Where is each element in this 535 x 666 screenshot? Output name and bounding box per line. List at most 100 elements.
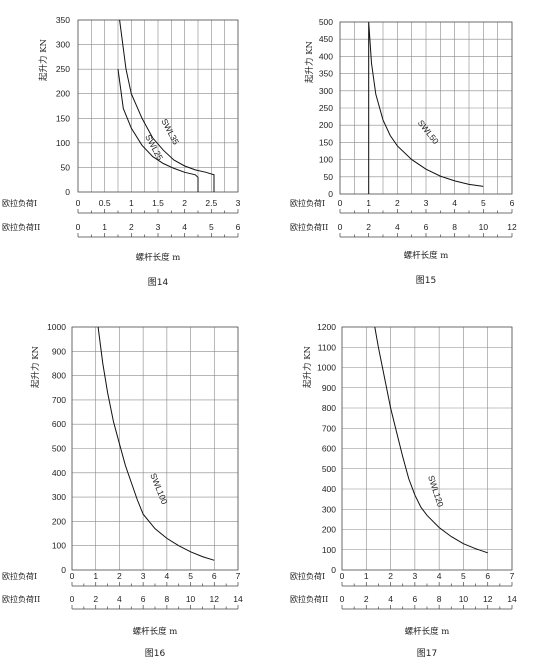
y-tick-label: 1000 bbox=[317, 363, 336, 373]
euler-axis-label: 欧拉负荷I bbox=[2, 571, 37, 581]
series-label: SWL120 bbox=[426, 474, 446, 508]
y-tick-label: 250 bbox=[319, 103, 333, 113]
y-tick-label: 400 bbox=[322, 484, 336, 494]
chart-panel-17: 0100200300400500600700800900100011001200… bbox=[290, 322, 517, 659]
y-axis-title: 起升力 KN bbox=[30, 345, 41, 388]
y-tick-label: 0 bbox=[61, 565, 66, 575]
y-tick-label: 50 bbox=[61, 162, 71, 172]
y-tick-label: 500 bbox=[322, 464, 336, 474]
series-label: SWL25 bbox=[143, 133, 165, 163]
y-tick-label: 350 bbox=[319, 69, 333, 79]
series-label: SWL50 bbox=[416, 118, 441, 146]
axis-tick-label: 2 bbox=[117, 571, 122, 581]
axis-tick-label: 14 bbox=[507, 594, 517, 604]
axis-tick-label: 1 bbox=[129, 198, 134, 208]
axis-tick-label: 1.5 bbox=[152, 198, 164, 208]
axis-tick-label: 5 bbox=[209, 222, 214, 232]
plot-frame bbox=[341, 326, 513, 571]
axis-tick-label: 3 bbox=[156, 222, 161, 232]
y-tick-label: 150 bbox=[56, 113, 70, 123]
axis-tick-label: 3 bbox=[412, 571, 417, 581]
y-tick-label: 500 bbox=[52, 444, 66, 454]
plot-grid bbox=[339, 21, 513, 195]
axis-tick-label: 7 bbox=[510, 571, 515, 581]
axis-tick-label: 2 bbox=[182, 198, 187, 208]
axis-tick-label: 6 bbox=[236, 222, 241, 232]
y-tick-label: 400 bbox=[52, 468, 66, 478]
axis-tick-label: 0 bbox=[338, 222, 343, 232]
axis-tick-label: 12 bbox=[483, 594, 493, 604]
axis-tick-label: 5 bbox=[188, 571, 193, 581]
axis-tick-label: 1 bbox=[102, 222, 107, 232]
axis-tick-label: 0 bbox=[70, 571, 75, 581]
axis-tick-label: 1 bbox=[93, 571, 98, 581]
axis-tick-label: 5 bbox=[481, 198, 486, 208]
axis-tick-label: 8 bbox=[452, 222, 457, 232]
euler-axis-2: 欧拉负荷II 0 2 4 6 8 10 12 bbox=[290, 222, 517, 238]
y-tick-label: 250 bbox=[56, 64, 70, 74]
figure-caption: 图17 bbox=[417, 648, 437, 659]
axis-tick-label: 2 bbox=[364, 594, 369, 604]
euler-axis-label: 欧拉负荷I bbox=[290, 198, 325, 208]
axis-tick-label: 3 bbox=[141, 571, 146, 581]
y-tick-label: 100 bbox=[52, 541, 66, 551]
y-tick-label: 450 bbox=[319, 34, 333, 44]
axis-tick-label: 2 bbox=[129, 222, 134, 232]
y-tick-label: 300 bbox=[56, 40, 70, 50]
x-axis-title: 螺杆长度 m bbox=[404, 250, 449, 261]
y-tick-label: 1100 bbox=[318, 342, 337, 352]
y-tick-label: 800 bbox=[52, 371, 66, 381]
y-tick-label: 300 bbox=[52, 492, 66, 502]
axis-tick-label: 10 bbox=[479, 222, 489, 232]
series-line-swl25 bbox=[117, 69, 199, 192]
y-axis-title: 起升力 KN bbox=[302, 345, 313, 388]
plot-grid bbox=[71, 326, 239, 571]
axis-tick-label: 4 bbox=[452, 198, 457, 208]
y-tick-label: 500 bbox=[319, 17, 333, 27]
y-tick-label: 50 bbox=[324, 172, 334, 182]
axis-tick-label: 12 bbox=[210, 594, 220, 604]
axis-tick-label: 6 bbox=[510, 198, 515, 208]
euler-axis-label: 欧拉负荷I bbox=[290, 571, 325, 581]
axis-tick-label: 10 bbox=[186, 594, 196, 604]
axis-tick-label: 4 bbox=[388, 594, 393, 604]
axis-tick-label: 4 bbox=[395, 222, 400, 232]
plot-grid bbox=[341, 326, 513, 571]
axis-tick-label: 4 bbox=[437, 571, 442, 581]
euler-axis-1: 欧拉负荷I 0 0.5 1 1.5 2 2.5 3 bbox=[2, 198, 241, 214]
euler-axis-1: 欧拉负荷I 0 1 2 3 4 5 6 7 bbox=[290, 571, 515, 587]
series-line-swl50 bbox=[368, 21, 484, 194]
axis-tick-label: 12 bbox=[507, 222, 517, 232]
x-axis-title: 螺杆长度 m bbox=[405, 626, 450, 637]
x-axis-title: 螺杆长度 m bbox=[136, 252, 181, 263]
axis-tick-label: 0 bbox=[340, 594, 345, 604]
y-tick-label: 150 bbox=[319, 137, 333, 147]
axis-tick-label: 4 bbox=[164, 571, 169, 581]
plot-frame bbox=[339, 21, 513, 195]
plot-grid bbox=[77, 19, 239, 193]
axis-tick-label: 3 bbox=[236, 198, 241, 208]
axis-tick-label: 2.5 bbox=[205, 198, 217, 208]
y-tick-label: 900 bbox=[322, 383, 336, 393]
euler-axis-label: 欧拉负荷II bbox=[290, 222, 328, 232]
y-tick-label: 600 bbox=[52, 419, 66, 429]
axis-tick-label: 6 bbox=[141, 594, 146, 604]
axis-tick-label: 0 bbox=[70, 594, 75, 604]
axis-tick-label: 6 bbox=[412, 594, 417, 604]
y-axis-title: 起升力 KN bbox=[304, 40, 315, 83]
axis-tick-label: 0 bbox=[338, 198, 343, 208]
y-tick-label: 350 bbox=[56, 15, 70, 25]
euler-axis-label: 欧拉负荷I bbox=[2, 198, 37, 208]
y-tick-label: 100 bbox=[319, 155, 333, 165]
axis-tick-label: 4 bbox=[182, 222, 187, 232]
euler-axis-label: 欧拉负荷II bbox=[290, 594, 328, 604]
axis-tick-label: 0 bbox=[76, 222, 81, 232]
y-tick-label: 200 bbox=[56, 89, 70, 99]
euler-axis-label: 欧拉负荷II bbox=[2, 222, 40, 232]
euler-axis-label: 欧拉负荷II bbox=[2, 594, 40, 604]
x-axis-title: 螺杆长度 m bbox=[133, 626, 178, 637]
axis-tick-label: 14 bbox=[233, 594, 243, 604]
